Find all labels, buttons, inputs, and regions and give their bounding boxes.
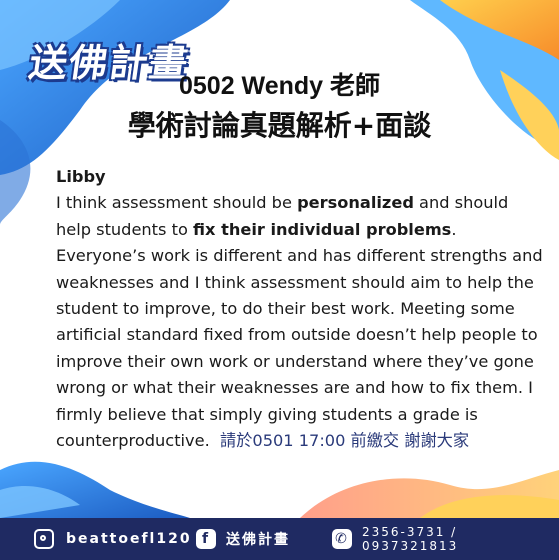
bold-phrase: personalized [297, 193, 414, 213]
discussion-text: Libby I think assessment should be perso… [56, 164, 546, 454]
text-segment: I think assessment should be [56, 193, 298, 213]
facebook-contact[interactable]: f 送佛計畫 [196, 518, 290, 560]
post-subtitle: 學術討論真題解析+面談 [127, 109, 432, 142]
facebook-page-name: 送佛計畫 [226, 532, 290, 548]
contact-footer: beattoefl120 f 送佛計畫 ✆ 2356-3731 / 093732… [0, 518, 559, 560]
text-segment: and should help students to [56, 193, 509, 239]
submission-notice: 請於0501 17:00 前繳交 謝謝大家 [220, 431, 470, 451]
instagram-handle: beattoefl120 [66, 531, 192, 547]
bold-phrase: fix their individual problems [193, 219, 452, 239]
post-title: 0502 Wendy 老師 [178, 72, 380, 100]
instagram-contact[interactable]: beattoefl120 [34, 518, 192, 560]
phone-icon: ✆ [332, 529, 352, 549]
speaker-response: I think assessment should be personalize… [56, 190, 546, 454]
text-segment: . Everyone’s work is different and has d… [56, 219, 543, 451]
facebook-icon: f [196, 529, 216, 549]
speaker-name: Libby [56, 167, 106, 186]
phone-numbers: 2356-3731 / 0937321813 [361, 525, 459, 553]
instagram-icon [34, 529, 54, 549]
phone-contact[interactable]: ✆ 2356-3731 / 0937321813 [332, 518, 559, 560]
